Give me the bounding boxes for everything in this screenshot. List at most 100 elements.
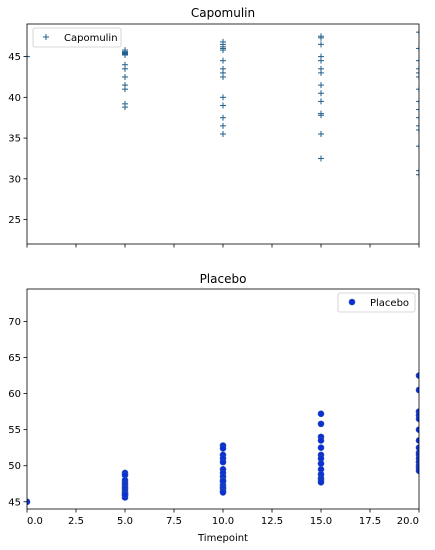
placebo-x-axis-label: Timepoint xyxy=(197,533,248,544)
legend-marker-symbol xyxy=(348,298,356,306)
data-point xyxy=(318,82,324,89)
data-point xyxy=(416,45,419,52)
data-point xyxy=(416,143,419,150)
placebo-y-ticks: 45 50 55 60 65 70 xyxy=(8,317,27,508)
data-point xyxy=(318,90,324,97)
y-tick-label: 45 xyxy=(8,497,21,508)
data-point xyxy=(317,437,325,444)
data-point xyxy=(317,460,325,467)
data-point xyxy=(416,106,419,113)
y-tick-label: 50 xyxy=(8,461,21,472)
data-point xyxy=(416,69,419,76)
data-point xyxy=(415,444,419,451)
y-tick-label: 30 xyxy=(8,174,21,185)
x-tick-label: 2.5 xyxy=(68,516,84,527)
data-point xyxy=(318,57,324,64)
data-point xyxy=(220,73,226,80)
data-point xyxy=(318,34,324,41)
data-point xyxy=(220,102,226,109)
data-point xyxy=(122,73,128,80)
y-tick-label: 65 xyxy=(8,353,21,364)
data-point xyxy=(416,167,419,174)
capomulin-legend: Capomulin xyxy=(32,27,122,48)
data-point xyxy=(317,420,325,428)
capomulin-title: Capomulin xyxy=(191,6,255,20)
data-point xyxy=(220,114,226,121)
y-tick-label: 25 xyxy=(8,215,21,226)
data-point xyxy=(416,57,419,64)
data-point xyxy=(416,122,419,129)
data-point xyxy=(416,29,419,36)
data-point xyxy=(318,98,324,105)
x-tick-label: 7.5 xyxy=(166,516,182,527)
data-point xyxy=(416,86,419,93)
capomulin-legend-box xyxy=(32,27,122,48)
data-point xyxy=(317,479,325,486)
data-point xyxy=(219,458,227,466)
placebo-title: Placebo xyxy=(200,272,247,286)
data-point xyxy=(415,467,419,475)
placebo-legend-marker xyxy=(348,298,356,306)
y-tick-label: 45 xyxy=(8,52,21,63)
data-point xyxy=(318,131,324,137)
legend-marker-symbol xyxy=(43,34,49,40)
data-point xyxy=(318,112,324,119)
capomulin-axes-frame xyxy=(26,23,420,245)
data-point xyxy=(415,386,419,394)
x-tick-label: 0.0 xyxy=(27,516,43,527)
data-point xyxy=(220,131,226,137)
data-point xyxy=(122,51,128,58)
data-point xyxy=(318,155,324,162)
placebo-legend-box xyxy=(337,292,416,313)
placebo-x-ticks: 0.0 2.5 5.0 7.5 10.0 12.5 15.0 17.5 20.0 xyxy=(26,509,420,527)
data-point xyxy=(27,498,31,506)
x-tick-label: 10.0 xyxy=(212,516,234,527)
capomulin-y-ticks: 25 30 35 40 45 xyxy=(8,52,27,226)
data-point xyxy=(416,126,419,133)
x-tick-label: 20.0 xyxy=(397,516,419,527)
capomulin-legend-marker xyxy=(43,34,49,40)
data-point xyxy=(416,171,419,178)
data-point xyxy=(220,94,226,101)
data-point xyxy=(121,491,129,498)
placebo-subplot: Placebo 45 50 55 60 65 70 0.0 2.5 5.0 7.5 10.0 12.… xyxy=(8,272,420,544)
y-tick-label: 70 xyxy=(8,317,21,328)
x-tick-label: 15.0 xyxy=(310,516,332,527)
x-tick-label: 12.5 xyxy=(261,516,283,527)
data-point xyxy=(317,444,325,451)
data-point xyxy=(317,410,325,418)
capomulin-subplot: Capomulin 25 30 35 40 45 Capomulin xyxy=(8,6,420,248)
capomulin-markers xyxy=(27,29,419,178)
capomulin-x-ticks xyxy=(26,244,420,248)
y-tick-label: 60 xyxy=(8,389,21,400)
data-point xyxy=(318,41,324,48)
data-point xyxy=(416,114,419,121)
data-point xyxy=(416,73,419,80)
data-point xyxy=(416,65,419,72)
data-point xyxy=(415,426,419,433)
y-tick-label: 55 xyxy=(8,425,21,436)
data-point xyxy=(220,57,226,64)
data-point xyxy=(219,489,227,496)
data-point xyxy=(415,437,419,444)
data-point xyxy=(122,86,128,93)
x-tick-label: 5.0 xyxy=(117,516,133,527)
data-point xyxy=(220,47,226,54)
capomulin-legend-label: Capomulin xyxy=(64,33,118,44)
data-point xyxy=(122,104,128,111)
data-point xyxy=(122,65,128,72)
x-tick-label: 17.5 xyxy=(359,516,381,527)
placebo-axes-frame xyxy=(26,288,420,510)
placebo-legend-label: Placebo xyxy=(370,298,409,309)
data-point xyxy=(318,69,324,76)
placebo-markers xyxy=(27,372,419,506)
y-tick-label: 35 xyxy=(8,134,21,145)
data-point xyxy=(416,98,419,105)
data-point xyxy=(415,372,419,379)
placebo-legend: Placebo xyxy=(337,292,416,313)
data-point xyxy=(27,53,30,60)
data-point xyxy=(220,122,226,129)
data-point xyxy=(415,415,419,423)
data-point xyxy=(219,445,227,452)
